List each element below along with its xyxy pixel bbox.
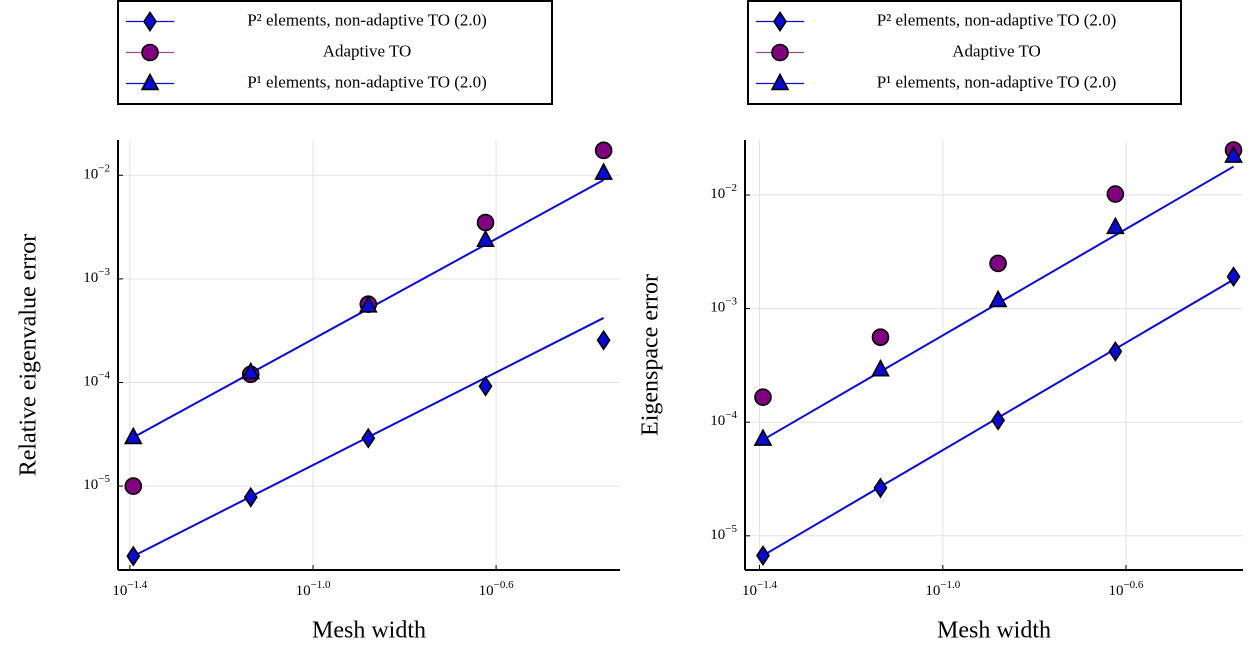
legend-label: P² elements, non-adaptive TO (2.0) (877, 10, 1117, 29)
y-tick-label: 10−3 (710, 295, 737, 316)
legend-label: P² elements, non-adaptive TO (2.0) (247, 10, 487, 29)
marker-circle (141, 43, 159, 62)
marker-triangle (140, 72, 160, 91)
marker-diamond (1226, 266, 1241, 288)
y-axis-label: Relative eigenvalue error (16, 234, 42, 477)
y-tick-label: 10−4 (83, 369, 110, 390)
marker-diamond (1108, 340, 1123, 362)
marker-triangle (594, 162, 613, 180)
legend-box (117, 0, 553, 105)
marker-circle (476, 213, 495, 232)
x-tick-label: 10−1.4 (112, 579, 147, 600)
y-tick-label: 10−2 (710, 182, 737, 203)
marker-circle (754, 388, 772, 407)
marker-triangle (123, 426, 143, 445)
marker-triangle (871, 358, 890, 377)
marker-triangle (753, 428, 773, 446)
marker-diamond (596, 329, 611, 351)
marker-diamond (991, 409, 1006, 431)
x-tick-label: 10−1.4 (742, 579, 777, 600)
marker-circle (771, 43, 789, 62)
legend-label: Adaptive TO (323, 41, 412, 60)
y-tick-label: 10−5 (83, 473, 110, 494)
marker-diamond (243, 486, 258, 508)
marker-diamond (873, 477, 888, 499)
marker-circle (871, 328, 890, 347)
marker-diamond (756, 545, 770, 567)
marker-circle (989, 254, 1007, 273)
legend-label: Adaptive TO (952, 41, 1041, 60)
marker-triangle (770, 72, 790, 91)
x-tick-label: 10−1.0 (925, 579, 960, 600)
x-tick-label: 10−1.0 (296, 579, 331, 600)
legend-box (747, 0, 1182, 105)
marker-triangle (1106, 216, 1125, 235)
x-axis-label: Mesh width (937, 618, 1051, 644)
marker-diamond (143, 11, 157, 32)
marker-diamond (126, 545, 141, 567)
x-tick-label: 10−0.6 (479, 579, 514, 600)
y-tick-label: 10−4 (710, 409, 737, 430)
marker-triangle (1224, 145, 1243, 163)
y-tick-label: 10−2 (83, 162, 110, 183)
y-axis-label: Eigenspace error (638, 274, 664, 436)
x-axis-label: Mesh width (312, 618, 426, 644)
x-tick-label: 10−0.6 (1108, 579, 1143, 600)
legend-label: P¹ elements, non-adaptive TO (2.0) (877, 72, 1117, 91)
marker-triangle (476, 229, 495, 248)
marker-triangle (358, 295, 378, 313)
marker-triangle (241, 361, 261, 380)
marker-diamond (773, 11, 787, 32)
marker-circle (124, 477, 143, 495)
marker-circle (594, 141, 613, 160)
marker-triangle (988, 289, 1008, 308)
marker-circle (1106, 185, 1125, 203)
legend-label: P¹ elements, non-adaptive TO (2.0) (247, 72, 487, 91)
y-tick-label: 10−5 (710, 522, 737, 543)
marker-diamond (361, 427, 376, 449)
marker-diamond (478, 375, 493, 397)
y-tick-label: 10−3 (83, 265, 110, 286)
